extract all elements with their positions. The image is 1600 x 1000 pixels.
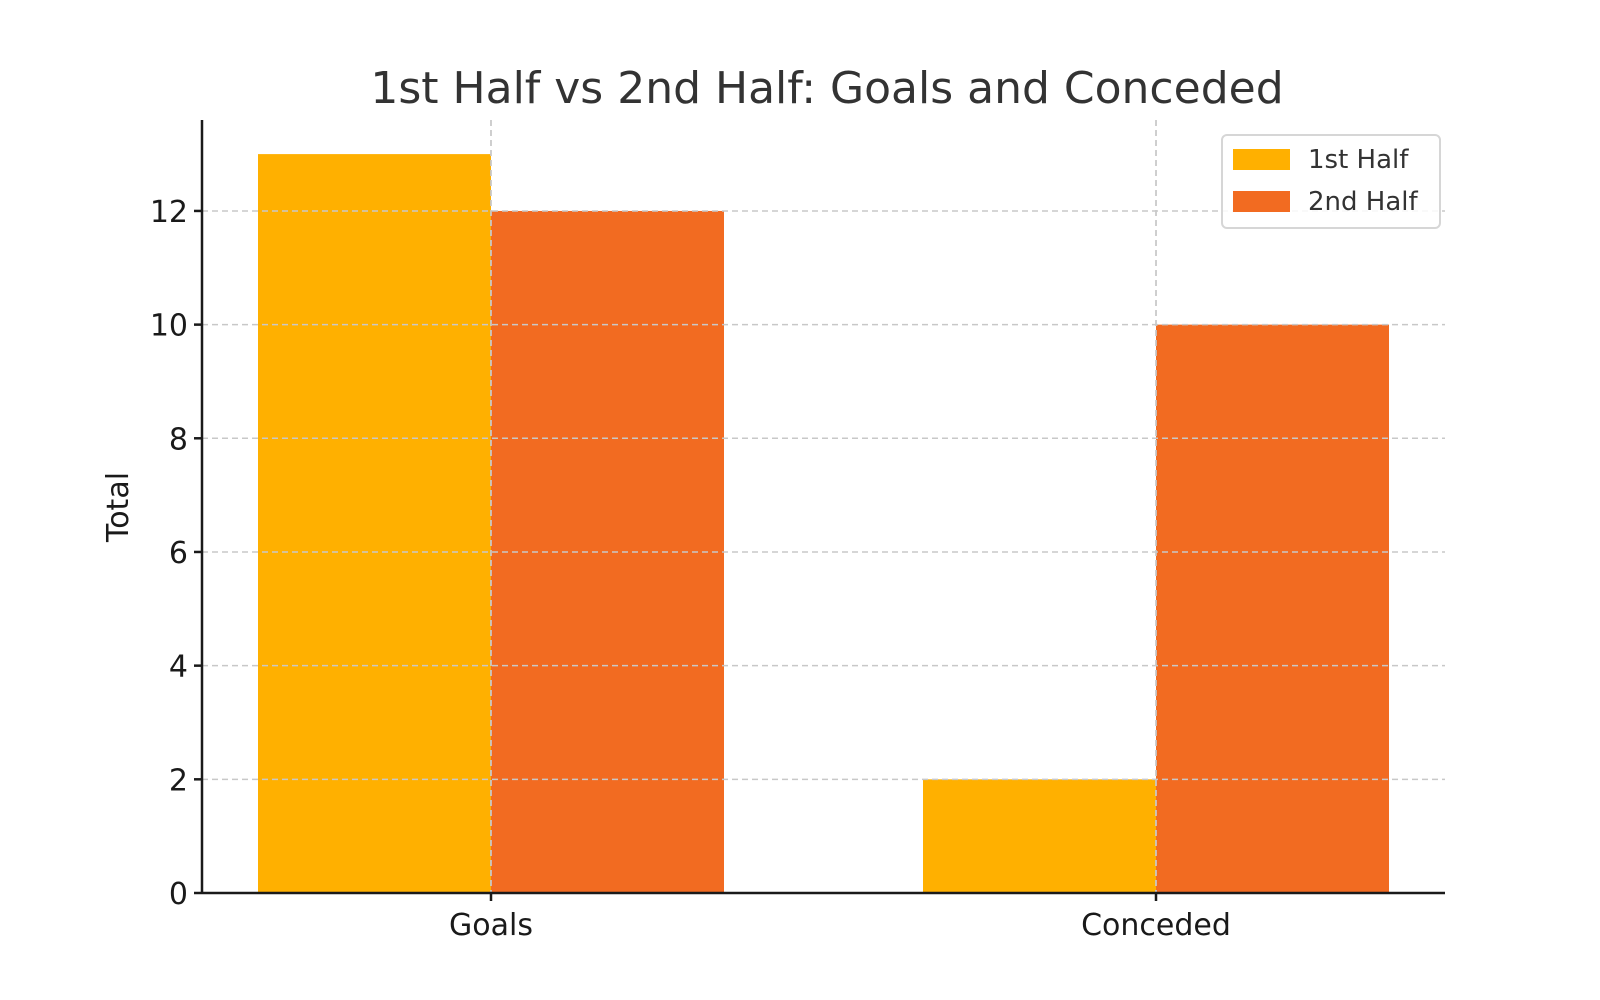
y-tick-label: 4 bbox=[169, 650, 188, 685]
grid-lines bbox=[202, 120, 1445, 893]
legend: 1st Half 2nd Half bbox=[1221, 134, 1441, 229]
x-tick-label: Conceded bbox=[1081, 908, 1231, 943]
y-axis-label: Total bbox=[101, 472, 136, 543]
tick-labels: 0 2 4 6 8 10 12 Goals Conceded bbox=[150, 195, 1231, 943]
x-tick-label: Goals bbox=[449, 908, 533, 943]
legend-swatch bbox=[1233, 149, 1290, 170]
bars bbox=[257, 154, 1390, 894]
bar-1st-half-conceded bbox=[923, 779, 1157, 893]
y-tick-label: 0 bbox=[169, 877, 188, 912]
legend-label: 1st Half bbox=[1308, 145, 1409, 175]
y-tick-label: 6 bbox=[169, 536, 188, 571]
axes bbox=[194, 120, 1445, 901]
bar-1st-half-goals bbox=[257, 154, 491, 894]
bar-2nd-half-conceded bbox=[1156, 324, 1390, 893]
chart-title: 1st Half vs 2nd Half: Goals and Conceded bbox=[370, 63, 1283, 114]
y-tick-label: 2 bbox=[169, 763, 188, 798]
y-tick-label: 8 bbox=[169, 422, 188, 457]
y-tick-label: 10 bbox=[150, 309, 188, 344]
y-tick-label: 12 bbox=[150, 195, 188, 230]
legend-swatch bbox=[1233, 191, 1290, 212]
legend-label: 2nd Half bbox=[1308, 187, 1418, 217]
